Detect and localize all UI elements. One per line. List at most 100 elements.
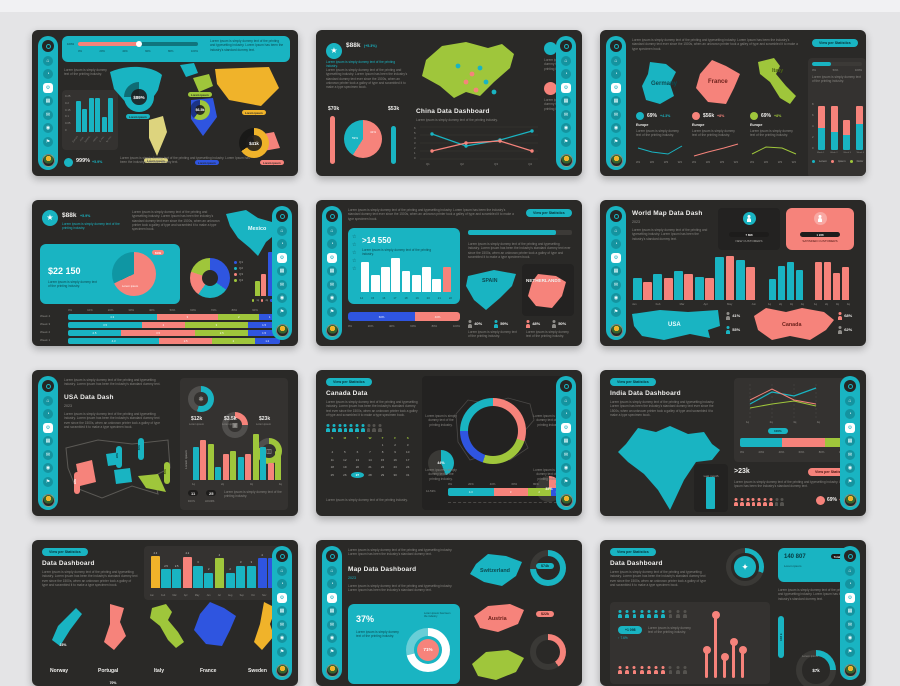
target-icon[interactable]: ◉ [327, 633, 337, 643]
calendar-day[interactable]: 1 [381, 442, 384, 447]
avatar[interactable] [41, 153, 55, 167]
avatar[interactable] [275, 663, 289, 677]
chart-icon[interactable]: ◔ [277, 579, 287, 589]
slide-sidebar[interactable]: ⌂ ◔ ⚙ ▦ ✉ ◉ ⚑ [840, 376, 860, 510]
mail-icon[interactable]: ✉ [611, 109, 621, 120]
gear-icon[interactable]: ⚙ [327, 252, 337, 263]
grid-icon[interactable]: ▦ [561, 96, 571, 106]
view-statistics-button[interactable]: View per Statistics [610, 378, 656, 386]
grid-icon[interactable]: ▦ [611, 96, 621, 106]
home-icon[interactable]: ⌂ [277, 225, 287, 236]
grid-icon[interactable]: ▦ [561, 436, 571, 446]
slide-thumbnail-12[interactable]: ⌂ ◔ ⚙ ▦ ✉ ◉ ⚑ View per Statistics Data Dashboa… [600, 540, 866, 686]
chart-icon[interactable]: ◔ [277, 239, 287, 249]
avatar[interactable] [275, 323, 289, 337]
slide-thumbnail-4[interactable]: ⌂ ◔ ⚙ ▦ ✉ ◉ ⚑ ★ $88k +5.9% Lorem ipsum is simp… [32, 200, 298, 346]
gear-icon[interactable]: ⚙ [845, 422, 855, 433]
slide-thumbnail-9[interactable]: ⌂ ◔ ⚙ ▦ ✉ ◉ ⚑ View per Statistics India Data D… [600, 370, 866, 516]
calendar-day[interactable]: 9 [394, 450, 396, 454]
flag-icon[interactable]: ⚑ [845, 646, 855, 657]
calendar-day[interactable]: 12 [343, 457, 347, 462]
calendar-day[interactable]: 23 [393, 465, 397, 469]
flag-icon[interactable]: ⚑ [327, 646, 337, 657]
flag-icon[interactable]: ⚑ [43, 136, 53, 147]
grid-icon[interactable]: ▦ [327, 606, 337, 616]
calendar-day[interactable]: 10 [406, 450, 410, 454]
slide-sidebar[interactable]: ⌂ ◔ ⚙ ▦ ✉ ◉ ⚑ [606, 206, 626, 340]
chart-icon[interactable]: ◔ [43, 69, 53, 79]
calendar-day[interactable]: 29 [380, 472, 385, 477]
target-icon[interactable]: ◉ [561, 123, 571, 133]
avatar[interactable] [325, 663, 339, 677]
grid-icon[interactable]: ▦ [327, 266, 337, 276]
calendar-day[interactable]: 28 [368, 472, 372, 477]
view-statistics-button[interactable]: View per Statistics [526, 209, 572, 217]
mail-icon[interactable]: ✉ [277, 279, 287, 290]
grid-icon[interactable]: ▦ [845, 606, 855, 616]
target-icon[interactable]: ◉ [611, 293, 621, 303]
gear-icon[interactable]: ⚙ [277, 252, 287, 263]
mail-icon[interactable]: ✉ [561, 449, 571, 460]
slide-thumbnail-10[interactable]: ⌂ ◔ ⚙ ▦ ✉ ◉ ⚑ View per Statistics Data Dashboa… [32, 540, 298, 686]
target-icon[interactable]: ◉ [43, 463, 53, 473]
avatar[interactable] [559, 493, 573, 507]
slide-thumbnail-11[interactable]: ⌂ ◔ ⚙ ▦ ✉ ◉ ⚑ Lorem ipsum is simply dummy text… [316, 540, 582, 686]
home-icon[interactable]: ⌂ [43, 55, 53, 66]
target-icon[interactable]: ◉ [845, 633, 855, 643]
mail-icon[interactable]: ✉ [43, 109, 53, 120]
view-statistics-button[interactable]: View per Statistics [326, 378, 372, 386]
home-icon[interactable]: ⌂ [611, 225, 621, 236]
gear-icon[interactable]: ⚙ [611, 252, 621, 263]
gear-icon[interactable]: ⚙ [561, 422, 571, 433]
target-icon[interactable]: ◉ [327, 293, 337, 303]
avatar[interactable] [843, 663, 857, 677]
slide-sidebar[interactable]: ⌂ ◔ ⚙ ▦ ✉ ◉ ⚑ [840, 546, 860, 680]
target-icon[interactable]: ◉ [277, 293, 287, 303]
home-icon[interactable]: ⌂ [277, 565, 287, 576]
slide-sidebar[interactable]: ⌂ ◔ ⚙ ▦ ✉ ◉ ⚑ [322, 206, 342, 340]
calendar-day[interactable]: 15 [380, 457, 385, 462]
chart-icon[interactable]: ◔ [327, 239, 337, 249]
gear-icon[interactable]: ⚙ [43, 422, 53, 433]
calendar-day[interactable]: 3 [406, 442, 409, 447]
avatar[interactable] [559, 153, 573, 167]
mail-icon[interactable]: ✉ [277, 619, 287, 630]
home-icon[interactable]: ⌂ [561, 395, 571, 406]
slide-sidebar[interactable]: ⌂ ◔ ⚙ ▦ ✉ ◉ ⚑ [272, 546, 292, 680]
calendar-day[interactable]: 17 [406, 457, 410, 462]
target-icon[interactable]: ◉ [845, 463, 855, 473]
calendar-day[interactable]: 13 [355, 457, 360, 462]
avatar[interactable] [609, 153, 623, 167]
avatar[interactable] [41, 493, 55, 507]
range-slider[interactable] [78, 41, 198, 47]
chart-icon[interactable]: ◔ [561, 409, 571, 419]
chart-icon[interactable]: ◔ [43, 409, 53, 419]
calendar-day[interactable]: 8 [381, 450, 384, 454]
mail-icon[interactable]: ✉ [43, 449, 53, 460]
slide-sidebar[interactable]: ⌂ ◔ ⚙ ▦ ✉ ◉ ⚑ [322, 546, 342, 680]
calendar-day[interactable]: 30 [393, 472, 397, 477]
grid-icon[interactable]: ▦ [277, 606, 287, 616]
avatar[interactable] [609, 323, 623, 337]
calendar-day[interactable]: 5 [344, 450, 346, 454]
slide-thumbnail-1[interactable]: ⌂ ◔ ⚙ ▦ ✉ ◉ ⚑ 100% 0% 20% 40% 60% 80% 100% Lorem ip… [32, 30, 298, 176]
calendar-day[interactable]: 7 [369, 450, 371, 454]
flag-icon[interactable]: ⚑ [611, 136, 621, 147]
flag-icon[interactable]: ⚑ [277, 306, 287, 317]
avatar[interactable] [325, 323, 339, 337]
slide-sidebar[interactable]: ⌂ ◔ ⚙ ▦ ✉ ◉ ⚑ [606, 36, 626, 170]
view-statistics-button[interactable]: View per Statistics [812, 39, 858, 47]
home-icon[interactable]: ⌂ [327, 565, 337, 576]
slide-sidebar[interactable]: ⌂ ◔ ⚙ ▦ ✉ ◉ ⚑ [556, 376, 576, 510]
slide-sidebar[interactable]: ⌂ ◔ ⚙ ▦ ✉ ◉ ⚑ [38, 36, 58, 170]
slide-sidebar[interactable]: ⌂ ◔ ⚙ ▦ ✉ ◉ ⚑ [272, 206, 292, 340]
mail-icon[interactable]: ✉ [327, 619, 337, 630]
flag-icon[interactable]: ⚑ [611, 306, 621, 317]
calendar-day[interactable]: 31 [406, 472, 410, 477]
chart-icon[interactable]: ◔ [611, 69, 621, 79]
avatar[interactable] [843, 493, 857, 507]
mail-icon[interactable]: ✉ [327, 279, 337, 290]
home-icon[interactable]: ⌂ [327, 225, 337, 236]
calendar-day[interactable]: 11 [330, 457, 334, 462]
calendar-day[interactable]: 26 [343, 472, 347, 477]
